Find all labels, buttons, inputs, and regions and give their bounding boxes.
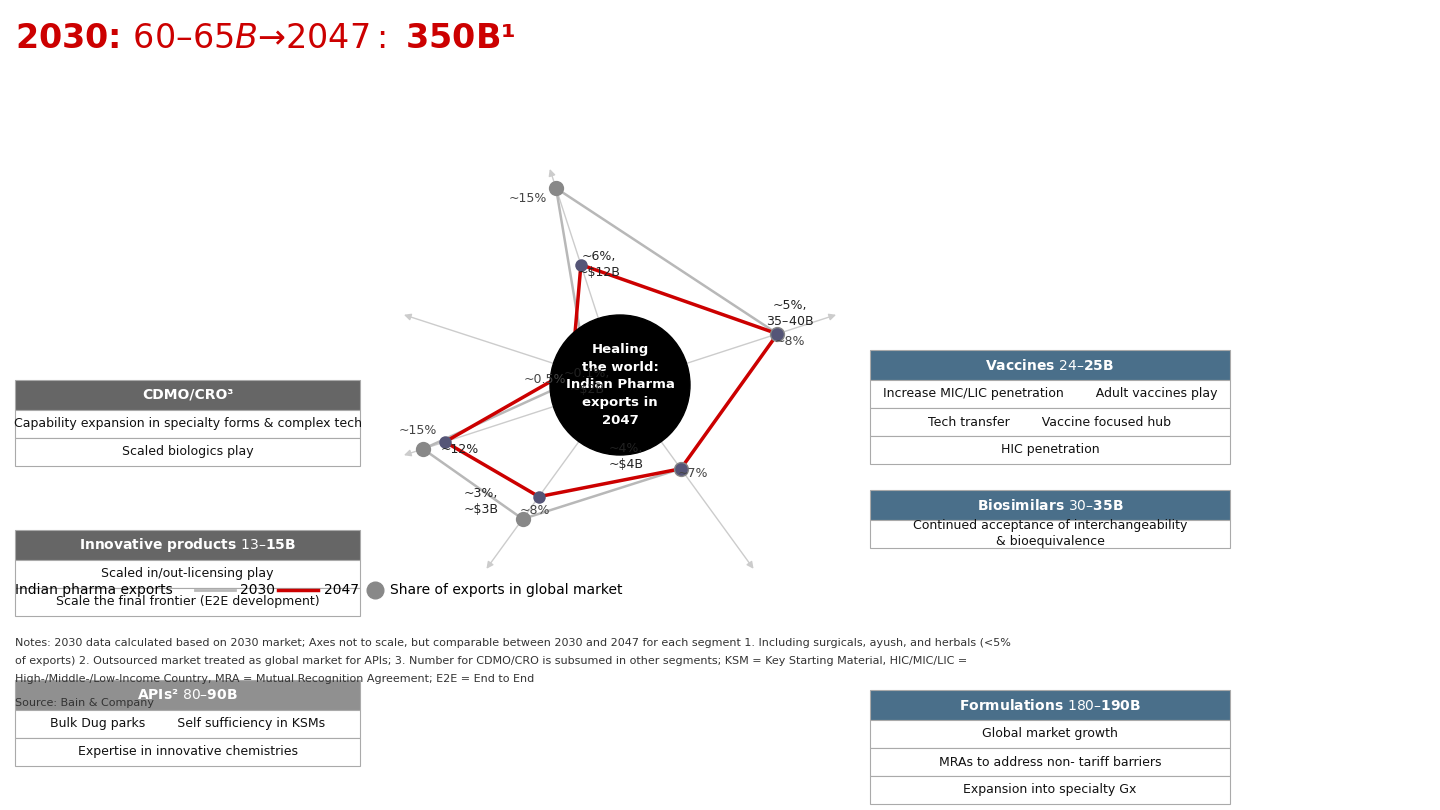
Text: Source: Bain & Company: Source: Bain & Company [14, 698, 154, 708]
Bar [870, 690, 1230, 720]
Text: Expertise in innovative chemistries: Expertise in innovative chemistries [78, 745, 298, 758]
Text: Healing
the world:
Indian Pharma
exports in
2047: Healing the world: Indian Pharma exports… [566, 343, 674, 427]
Text: ~8%: ~8% [775, 335, 805, 348]
Bar [14, 380, 360, 410]
Text: Vaccines $24–$25B: Vaccines $24–$25B [985, 357, 1115, 373]
Text: Bulk Dug parks        Self sufficiency in KSMs: Bulk Dug parks Self sufficiency in KSMs [50, 718, 325, 731]
Text: Global market growth: Global market growth [982, 727, 1117, 740]
Bar [14, 680, 360, 710]
Bar [14, 410, 360, 438]
Text: ~7%: ~7% [678, 467, 708, 480]
Text: Notes: 2030 data calculated based on 2030 market; Axes not to scale, but compara: Notes: 2030 data calculated based on 203… [14, 638, 1011, 648]
Text: ~0.5%: ~0.5% [524, 373, 566, 386]
Text: ~12%: ~12% [441, 443, 480, 456]
Bar [870, 748, 1230, 776]
Text: ~6%,
~$12B: ~6%, ~$12B [577, 250, 621, 279]
Text: 2030: 2030 [240, 583, 275, 597]
Bar [14, 438, 360, 466]
Text: Share of exports in global market: Share of exports in global market [390, 583, 622, 597]
Bar [14, 588, 360, 616]
Text: Scale the final frontier (E2E development): Scale the final frontier (E2E developmen… [56, 595, 320, 608]
Bar [14, 738, 360, 766]
Text: Innovative products $13–$15B: Innovative products $13–$15B [79, 536, 297, 554]
Text: Scaled biologics play: Scaled biologics play [122, 446, 253, 458]
Text: Tech transfer        Vaccine focused hub: Tech transfer Vaccine focused hub [929, 416, 1172, 428]
Text: ~4%,
~$4B: ~4%, ~$4B [608, 442, 644, 471]
Text: HIC penetration: HIC penetration [1001, 444, 1099, 457]
Bar [870, 436, 1230, 464]
Bar [14, 560, 360, 588]
Text: Expansion into specialty Gx: Expansion into specialty Gx [963, 783, 1136, 796]
Bar [870, 350, 1230, 380]
Bar [870, 380, 1230, 408]
Bar [14, 530, 360, 560]
Circle shape [550, 315, 690, 455]
Text: High-/Middle-/Low-Income Country, MRA = Mutual Recognition Agreement; E2E = End : High-/Middle-/Low-Income Country, MRA = … [14, 674, 534, 684]
Text: 2030: $60–65B  →  2047: ~$350B¹: 2030: $60–65B → 2047: ~$350B¹ [14, 22, 516, 54]
Bar [870, 520, 1230, 548]
Text: Capability expansion in specialty forms & complex tech: Capability expansion in specialty forms … [13, 417, 361, 430]
Text: 2047: 2047 [324, 583, 359, 597]
Text: Indian pharma exports: Indian pharma exports [14, 583, 173, 597]
Bar [870, 408, 1230, 436]
Text: of exports) 2. Outsourced market treated as global market for APIs; 3. Number fo: of exports) 2. Outsourced market treated… [14, 656, 968, 666]
Text: Continued acceptance of interchangeability
& bioequivalence: Continued acceptance of interchangeabili… [913, 519, 1187, 548]
Text: ~15%: ~15% [508, 192, 547, 205]
Text: ~8%: ~8% [520, 505, 550, 518]
Bar [870, 776, 1230, 804]
Text: APIs² $80–$90B: APIs² $80–$90B [137, 688, 238, 702]
Text: Scaled in/out-licensing play: Scaled in/out-licensing play [101, 568, 274, 581]
Bar [870, 720, 1230, 748]
Text: MRAs to address non- tariff barriers: MRAs to address non- tariff barriers [939, 756, 1161, 769]
Text: Formulations $180–$190B: Formulations $180–$190B [959, 697, 1140, 713]
Text: Increase MIC/LIC penetration        Adult vaccines play: Increase MIC/LIC penetration Adult vacci… [883, 387, 1217, 400]
Bar [14, 710, 360, 738]
Text: CDMO/CRO³: CDMO/CRO³ [141, 388, 233, 402]
Text: ~0.1%,
~$2B: ~0.1%, ~$2B [563, 367, 611, 396]
Text: ~15%: ~15% [399, 424, 438, 437]
Text: ~3%,
~$3B: ~3%, ~$3B [464, 487, 498, 516]
Text: Biosimilars $30–$35B: Biosimilars $30–$35B [976, 497, 1123, 513]
Bar [870, 490, 1230, 520]
Text: ~5%,
$35–$40B: ~5%, $35–$40B [766, 300, 814, 328]
